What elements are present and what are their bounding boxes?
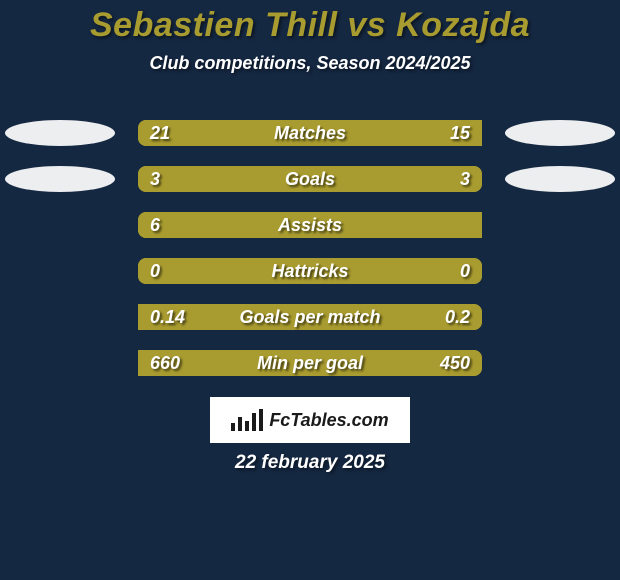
stat-row: Goals per match0.14 0.2 — [0, 304, 620, 330]
stat-value-right: 3 — [460, 166, 470, 192]
comparison-card: Sebastien Thill vs Kozajda Club competit… — [0, 0, 620, 580]
stat-label: Hattricks — [138, 258, 482, 284]
stat-value-left: 6 — [150, 212, 160, 238]
stat-label: Goals per match — [138, 304, 482, 330]
stat-row: Min per goal660 450 — [0, 350, 620, 376]
stat-value-left: 0 — [150, 258, 160, 284]
stat-value-left: 21 — [150, 120, 170, 146]
logo-bars-icon — [231, 409, 263, 431]
page-title: Sebastien Thill vs Kozajda — [0, 0, 620, 45]
stat-label: Matches — [138, 120, 482, 146]
stat-value-right: 15 — [450, 120, 470, 146]
fctables-logo: FcTables.com — [210, 397, 410, 443]
subtitle: Club competitions, Season 2024/2025 — [0, 53, 620, 74]
stat-label: Assists — [138, 212, 482, 238]
player-right-marker — [505, 166, 615, 192]
stat-label: Min per goal — [138, 350, 482, 376]
stat-value-right: 450 — [440, 350, 470, 376]
stat-row: Matches21 15 — [0, 120, 620, 146]
player-left-marker — [5, 166, 115, 192]
logo-text: FcTables.com — [269, 410, 388, 431]
stat-value-right: 0.2 — [445, 304, 470, 330]
stat-row: Hattricks0 0 — [0, 258, 620, 284]
stat-value-right: 0 — [460, 258, 470, 284]
stat-value-left: 0.14 — [150, 304, 185, 330]
stat-value-left: 3 — [150, 166, 160, 192]
stat-rows: Matches21 15 Goals3 3 Assists6 Hattricks0 0 Goa… — [0, 120, 620, 376]
player-left-marker — [5, 120, 115, 146]
date-label: 22 february 2025 — [0, 452, 620, 474]
player-right-marker — [505, 120, 615, 146]
stat-label: Goals — [138, 166, 482, 192]
stat-row: Goals3 3 — [0, 166, 620, 192]
stat-row: Assists6 — [0, 212, 620, 238]
stat-value-left: 660 — [150, 350, 180, 376]
